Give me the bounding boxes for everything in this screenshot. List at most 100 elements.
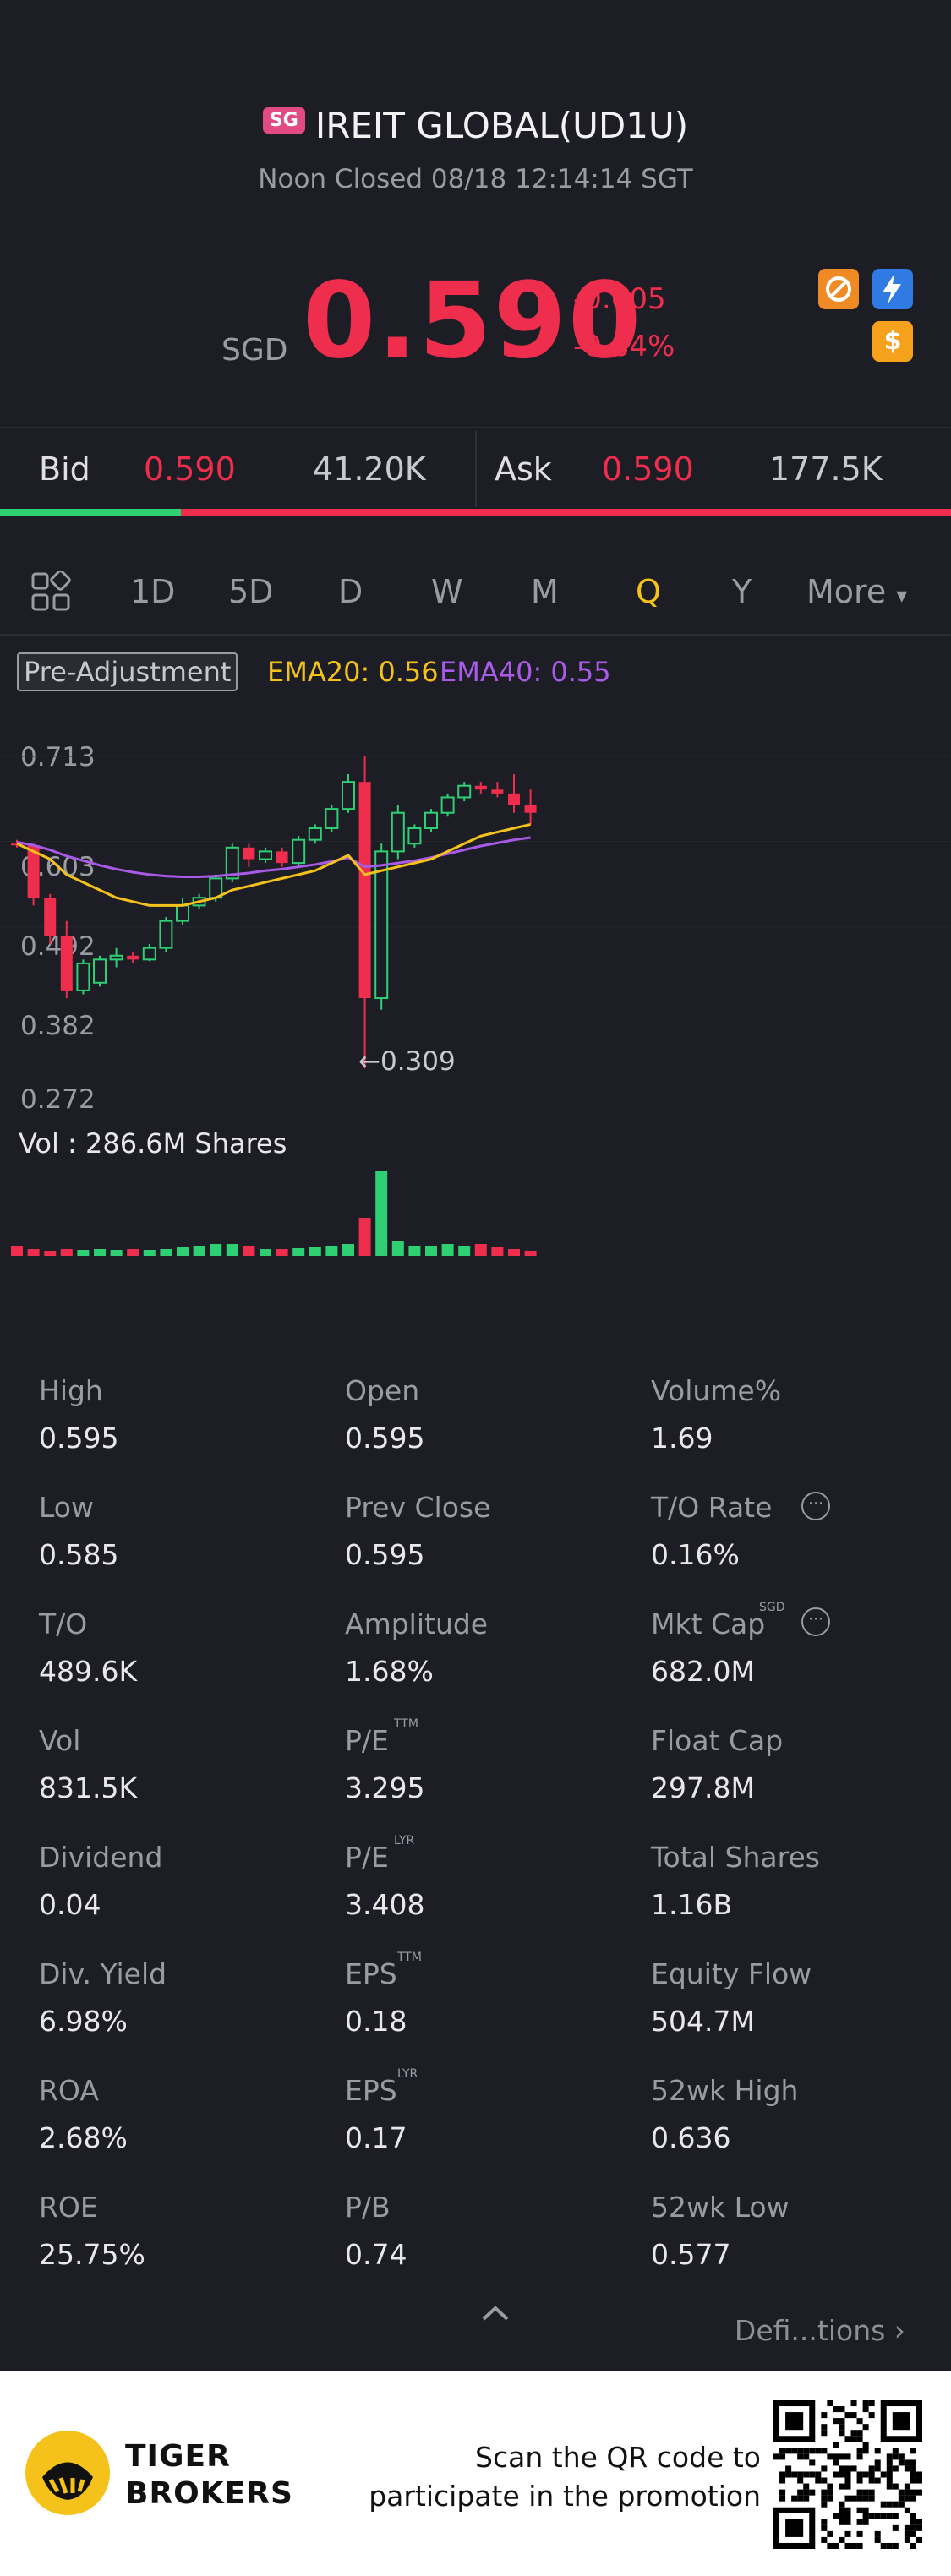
stat-label-prev-close: Prev Close (345, 1491, 491, 1524)
definitions-link[interactable]: Defi...tions › (735, 2314, 905, 2347)
qr-module (844, 2483, 851, 2490)
volume-bar (458, 1246, 471, 1256)
qr-module (862, 2507, 869, 2513)
ask-ratio-bar (181, 509, 951, 516)
qr-module (779, 2453, 786, 2460)
candle-body (325, 808, 339, 829)
pre-adjustment-toggle[interactable]: Pre-Adjustment (17, 652, 238, 691)
to-rate-info-icon[interactable]: ⋯ (801, 1492, 830, 1520)
candle (176, 898, 189, 925)
stat-value-t-o-rate: 0.16% (651, 1538, 740, 1571)
qr-module (850, 2430, 857, 2437)
candle-body (243, 847, 255, 860)
bid-price[interactable]: 0.590 (144, 450, 236, 488)
ema20-line (16, 822, 531, 907)
volume-bar (491, 1247, 504, 1256)
price-change-pct: -0.84% (573, 330, 675, 363)
stat-label-t-o: T/O (39, 1607, 88, 1640)
stat-label-p-b: P/B (345, 2191, 391, 2224)
volume-bar (408, 1246, 421, 1256)
qr-module (856, 2507, 863, 2513)
qr-module (803, 2453, 810, 2460)
volume-bar (143, 1250, 156, 1256)
qr-module (821, 2448, 828, 2454)
lightning-icon[interactable] (872, 269, 913, 309)
qr-module (809, 2489, 816, 2496)
qr-module (850, 2495, 857, 2502)
chevron-up-icon[interactable] (478, 2300, 512, 2326)
candle (276, 847, 288, 867)
qr-module (886, 2465, 893, 2472)
qr-module (904, 2507, 910, 2513)
candle (225, 843, 239, 882)
qr-module (779, 2471, 786, 2478)
candle (491, 782, 504, 798)
candle (159, 917, 173, 952)
stat-sup-p-e-ttm: TTM (394, 1717, 418, 1731)
candle-body (142, 947, 156, 961)
qr-module (868, 2471, 875, 2478)
qr-module (874, 2465, 881, 2472)
qr-module (862, 2519, 869, 2525)
tab-q[interactable]: Q (636, 573, 661, 610)
no-short-icon[interactable] (818, 269, 859, 309)
qr-module (868, 2495, 875, 2502)
qr-module (910, 2465, 916, 2472)
qr-module (874, 2536, 881, 2543)
price-change: -0.005 (573, 282, 666, 316)
tab-m[interactable]: M (531, 573, 559, 610)
qr-module (821, 2524, 828, 2531)
stat-value-amplitude: 1.68% (345, 1655, 434, 1688)
qr-module (868, 2477, 875, 2484)
qr-module (856, 2453, 863, 2460)
brand-line2: BROKERS (125, 2476, 293, 2511)
qr-module (839, 2483, 845, 2490)
tab-5d[interactable]: 5D (228, 573, 274, 610)
candle (93, 955, 107, 987)
qr-module (904, 2536, 910, 2543)
dollar-icon[interactable]: $ (872, 321, 913, 362)
candle-body (259, 850, 272, 860)
qr-module (844, 2412, 851, 2419)
tab-d[interactable]: D (338, 573, 363, 610)
stat-value-eps-lyr: 0.17 (345, 2121, 407, 2154)
tab-more[interactable]: More ▾ (806, 573, 907, 610)
candle (127, 952, 139, 963)
stat-value-high: 0.595 (39, 1422, 119, 1454)
qr-module (856, 2519, 863, 2525)
qr-module (785, 2471, 792, 2478)
bid-label: Bid (39, 450, 90, 488)
tab-1d[interactable]: 1D (130, 573, 176, 610)
qr-module (773, 2453, 780, 2460)
qr-module (862, 2406, 869, 2413)
qr-module (915, 2536, 922, 2543)
qr-module (910, 2495, 916, 2502)
qr-module (821, 2465, 828, 2472)
ask-price[interactable]: 0.590 (602, 450, 694, 488)
candle (457, 782, 472, 802)
stat-value-mkt-cap-sgd: 682.0M (651, 1655, 755, 1688)
candle-body (374, 850, 389, 1000)
stat-value-p-e-ttm: 3.295 (345, 1771, 425, 1804)
stat-label-eps-lyr: EPS (345, 2074, 397, 2107)
volume-bar (375, 1171, 388, 1256)
qr-module (904, 2465, 910, 2472)
bid-ask-separator (475, 431, 477, 507)
tab-y[interactable]: Y (732, 573, 752, 610)
qr-module (839, 2507, 845, 2513)
qr-module (779, 2489, 786, 2496)
qr-module (827, 2530, 833, 2537)
stat-value-volume: 1.69 (651, 1422, 713, 1454)
candle (76, 959, 90, 995)
price-chart[interactable] (0, 718, 951, 1268)
mkt-cap-info-icon[interactable]: ⋯ (801, 1607, 830, 1636)
qr-code[interactable] (773, 2400, 922, 2549)
chart-layout-icon[interactable] (30, 571, 71, 612)
qr-module (833, 2542, 839, 2549)
tab-w[interactable]: W (431, 573, 463, 610)
promo-footer: TIGER BROKERS Scan the QR code to partic… (0, 2371, 951, 2576)
qr-module (821, 2489, 828, 2496)
qr-module (910, 2542, 916, 2549)
qr-module (868, 2412, 875, 2419)
qr-module (862, 2400, 869, 2407)
